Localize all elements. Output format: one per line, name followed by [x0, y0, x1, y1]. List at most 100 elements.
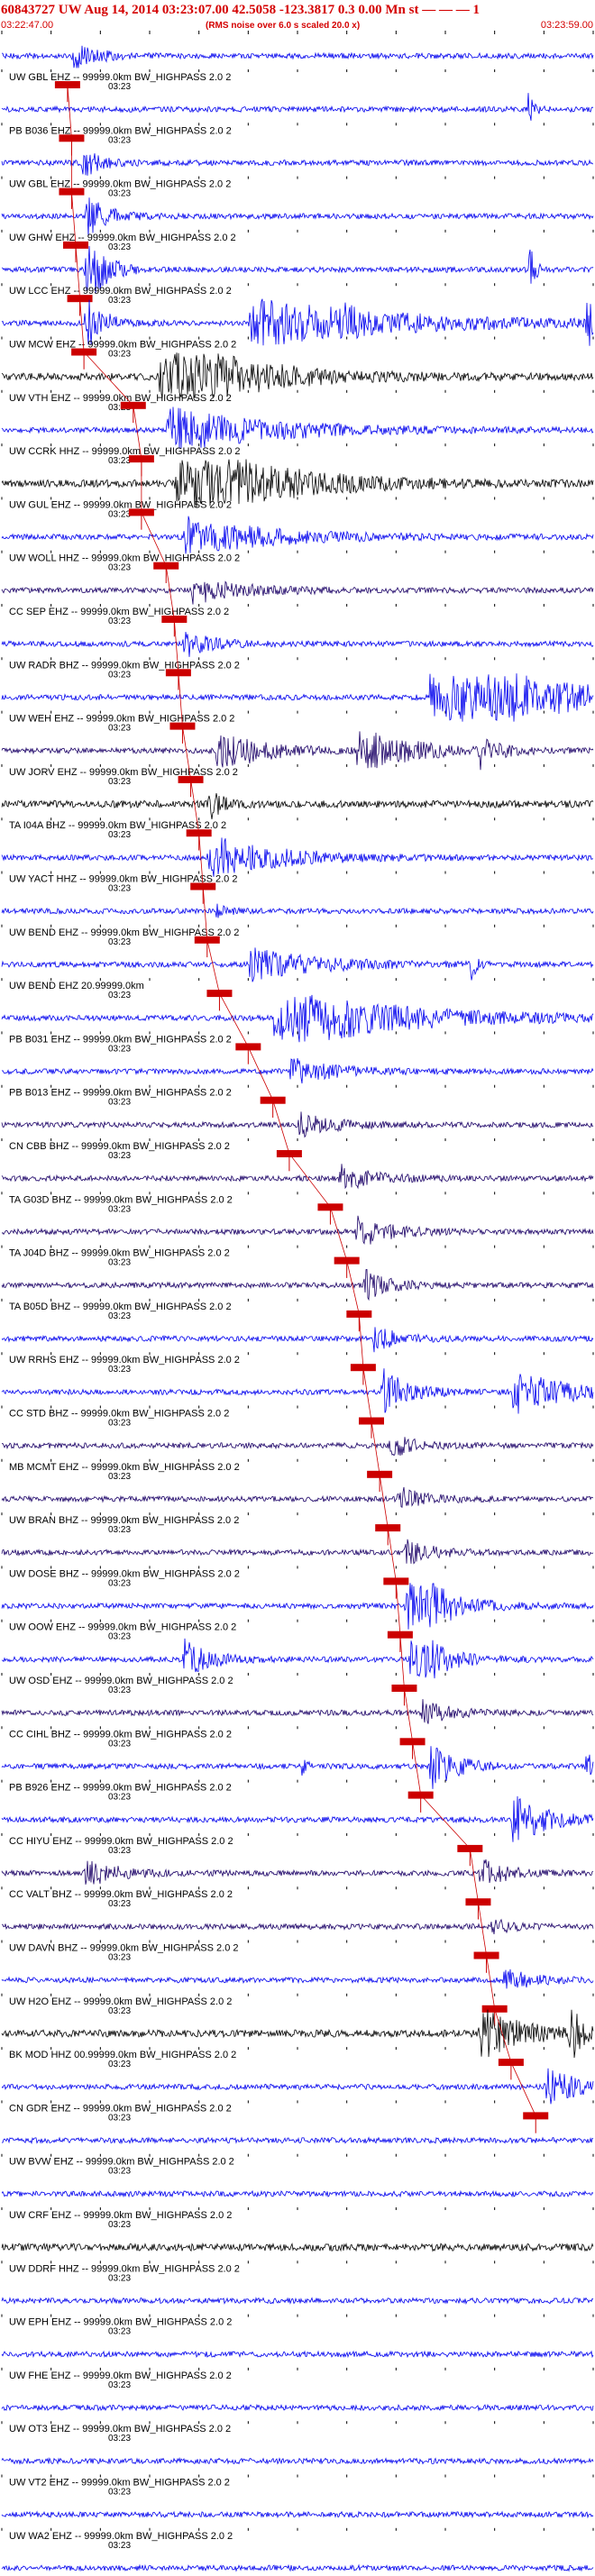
trace-row: UW EPH EHZ -- 99999.0km BW_HIGHPASS 2.0 …: [1, 2297, 594, 2337]
waveform-line: [1, 947, 594, 982]
station-label: UW WOLL HHZ -- 99999.0km BW_HIGHPASS 2.0…: [9, 553, 240, 564]
waveform-line: [1, 1918, 594, 1935]
time-label: 03:23: [108, 2113, 131, 2123]
station-label: TA B05D BHZ -- 99999.0km BW_HIGHPASS 2.0…: [9, 1302, 232, 1312]
station-label: TA I04A BHZ -- 99999.0km BW_HIGHPASS 2.0…: [9, 820, 226, 831]
waveform-line: [1, 516, 594, 554]
trace-row: UW VT2 EHZ -- 99999.0km BW_HIGHPASS 2.0 …: [1, 2457, 594, 2498]
waveform-line: [1, 406, 594, 449]
time-label: 03:23: [108, 884, 131, 894]
time-label: 03:23: [108, 1311, 131, 1321]
station-label: UW FHE EHZ -- 99999.0km BW_HIGHPASS 2.0 …: [9, 2370, 232, 2381]
station-label: UW CCRK HHZ -- 99999.0km BW_HIGHPASS 2.0…: [9, 446, 241, 457]
trace-row: UW WA2 EHZ -- 99999.0km BW_HIGHPASS 2.0 …: [1, 2510, 594, 2551]
time-ticks: [1, 31, 594, 34]
waveform-line: [1, 1111, 594, 1138]
station-label: CC CIHL BHZ -- 99999.0km BW_HIGHPASS 2.0…: [9, 1729, 232, 1740]
station-label: PB B031 EHZ -- 99999.0km BW_HIGHPASS 2.0…: [9, 1034, 232, 1045]
station-label: UW DAVN BHZ -- 99999.0km BW_HIGHPASS 2.0…: [9, 1943, 239, 1954]
station-label: UW OT3 EHZ -- 99999.0km BW_HIGHPASS 2.0 …: [9, 2424, 231, 2434]
time-label: 03:23: [108, 1365, 131, 1375]
waveform-line: [1, 2009, 594, 2059]
time-label: 03:23: [108, 2488, 131, 2498]
time-label: 03:23: [108, 1258, 131, 1268]
trace-row: UW CRF EHZ -- 99999.0km BW_HIGHPASS 2.0 …: [1, 2189, 594, 2230]
station-label: UW GHW EHZ -- 99999.0km BW_HIGHPASS 2.0 …: [9, 233, 236, 243]
waveform-line: [1, 903, 594, 918]
station-label: CC STD BHZ -- 99999.0km BW_HIGHPASS 2.0 …: [9, 1409, 229, 1420]
trace-row: UW DDRF HHZ -- 99999.0km BW_HIGHPASS 2.0…: [1, 2242, 594, 2283]
station-label: UW EPH EHZ -- 99999.0km BW_HIGHPASS 2.0 …: [9, 2317, 232, 2328]
time-label: 03:23: [108, 937, 131, 947]
time-label: 03:23: [108, 350, 131, 360]
trace-row: CN GDR EHZ -- 99999.0km BW_HIGHPASS 2.0 …: [1, 2068, 594, 2133]
waveform-line: [1, 298, 594, 346]
station-label: UW WEH EHZ -- 99999.0km BW_HIGHPASS 2.0 …: [9, 714, 234, 725]
trace-row: UW RRHS EHZ -- 99999.0km BW_HIGHPASS 2.0…: [1, 1327, 594, 1385]
station-label: UW YACT HHZ -- 99999.0km BW_HIGHPASS 2.0…: [9, 874, 237, 885]
station-label: UW BRAN BHZ -- 99999.0km BW_HIGHPASS 2.0…: [9, 1515, 239, 1526]
time-label: 03:23: [108, 617, 131, 626]
time-label: 03:23: [108, 2006, 131, 2016]
time-label: 03:23: [108, 777, 131, 787]
station-label: UW WA2 EHZ -- 99999.0km BW_HIGHPASS 2.0 …: [9, 2531, 233, 2542]
station-label: UW JORV EHZ -- 99999.0km BW_HIGHPASS 2.0…: [9, 767, 238, 778]
station-label: UW OSD EHZ -- 99999.0km BW_HIGHPASS 2.0 …: [9, 1676, 233, 1686]
time-label: 03:23: [108, 1953, 131, 1963]
waveform-line: [1, 352, 594, 399]
time-label: 03:23: [108, 1525, 131, 1535]
station-label: CC HIYU EHZ -- 99999.0km BW_HIGHPASS 2.0…: [9, 1836, 233, 1847]
station-label: UW RADR BHZ -- 99999.0km BW_HIGHPASS 2.0…: [9, 660, 240, 671]
waveform-line: [1, 2350, 594, 2359]
time-label: 03:23: [108, 1472, 131, 1482]
station-label: UW GBL EHZ -- 99999.0km BW_HIGHPASS 2.0 …: [9, 72, 231, 83]
trace-row: UW YACT HHZ -- 99999.0km BW_HIGHPASS 2.0…: [1, 837, 594, 904]
time-label: 03:23: [108, 2541, 131, 2551]
waveform-line: [1, 93, 594, 121]
trace-row: TA J04D BHZ -- 99999.0km BW_HIGHPASS 2.0…: [1, 1215, 594, 1278]
time-label: 03:23: [108, 1899, 131, 1909]
station-label: UW BVW EHZ -- 99999.0km BW_HIGHPASS 2.0 …: [9, 2157, 234, 2168]
time-label: 03:23: [108, 1846, 131, 1856]
station-label: UW H2O EHZ -- 99999.0km BW_HIGHPASS 2.0 …: [9, 1996, 232, 2007]
time-label: 03:23: [108, 403, 131, 413]
plot-header: 60843727 UW Aug 14, 2014 03:23:07.00 42.…: [1, 3, 593, 31]
time-label: 03:23: [108, 242, 131, 252]
waveform-line: [1, 793, 594, 820]
waveform-line: [1, 1583, 594, 1630]
station-label: UW VT2 EHZ -- 99999.0km BW_HIGHPASS 2.0 …: [9, 2478, 230, 2489]
trace-group: UW GBL EHZ -- 99999.0km BW_HIGHPASS 2.0 …: [1, 45, 594, 2572]
time-label: 03:23: [108, 2273, 131, 2283]
time-label: 03:23: [108, 2434, 131, 2444]
trace-row: CN CBB BHZ -- 99999.0km BW_HIGHPASS 2.0 …: [1, 1111, 594, 1172]
time-label: 03:23: [108, 724, 131, 734]
station-label: MB MCMT EHZ -- 99999.0km BW_HIGHPASS 2.0…: [9, 1462, 240, 1473]
waveform-line: [1, 2297, 594, 2305]
station-label: TA J04D BHZ -- 99999.0km BW_HIGHPASS 2.0…: [9, 1248, 230, 1259]
station-label: UW OOW EHZ -- 99999.0km BW_HIGHPASS 2.0 …: [9, 1622, 236, 1633]
waveform-line: [1, 1269, 594, 1302]
time-label: 03:23: [108, 563, 131, 573]
waveform-line: [1, 673, 594, 722]
end-time-label: 03:23:59.00: [541, 20, 593, 31]
time-label: 03:23: [108, 2167, 131, 2177]
station-label: UW BEND EHZ -- 99999.0km BW_HIGHPASS 2.0…: [9, 927, 239, 938]
plot-title: 60843727 UW Aug 14, 2014 03:23:07.00 42.…: [1, 3, 480, 17]
trace-row: UW GBL EHZ -- 99999.0km BW_HIGHPASS 2.0 …: [1, 45, 594, 103]
waveform-line: [1, 1215, 594, 1245]
waveform-line: [1, 1699, 594, 1724]
waveform-line: [1, 994, 594, 1043]
time-label: 03:23: [108, 2327, 131, 2337]
waveform-line: [1, 1368, 594, 1414]
station-label: UW GBL EHZ -- 99999.0km BW_HIGHPASS 2.0 …: [9, 179, 231, 190]
waveform-line: [1, 245, 594, 294]
waveform-line: [1, 1859, 594, 1885]
rms-noise-note: (RMS noise over 6.0 s scaled 20.0 x): [206, 21, 360, 31]
time-label: 03:23: [108, 1419, 131, 1429]
trace-row: UW WRD EHZ -- 99999.0km BW_HIGHPASS 2.0 …: [1, 2563, 594, 2572]
station-label: UW DOSE BHZ -- 99999.0km BW_HIGHPASS 2.0…: [9, 1568, 240, 1579]
waveform-line: [2, 45, 594, 69]
time-label: 03:23: [108, 1632, 131, 1642]
time-label: 03:23: [108, 830, 131, 840]
